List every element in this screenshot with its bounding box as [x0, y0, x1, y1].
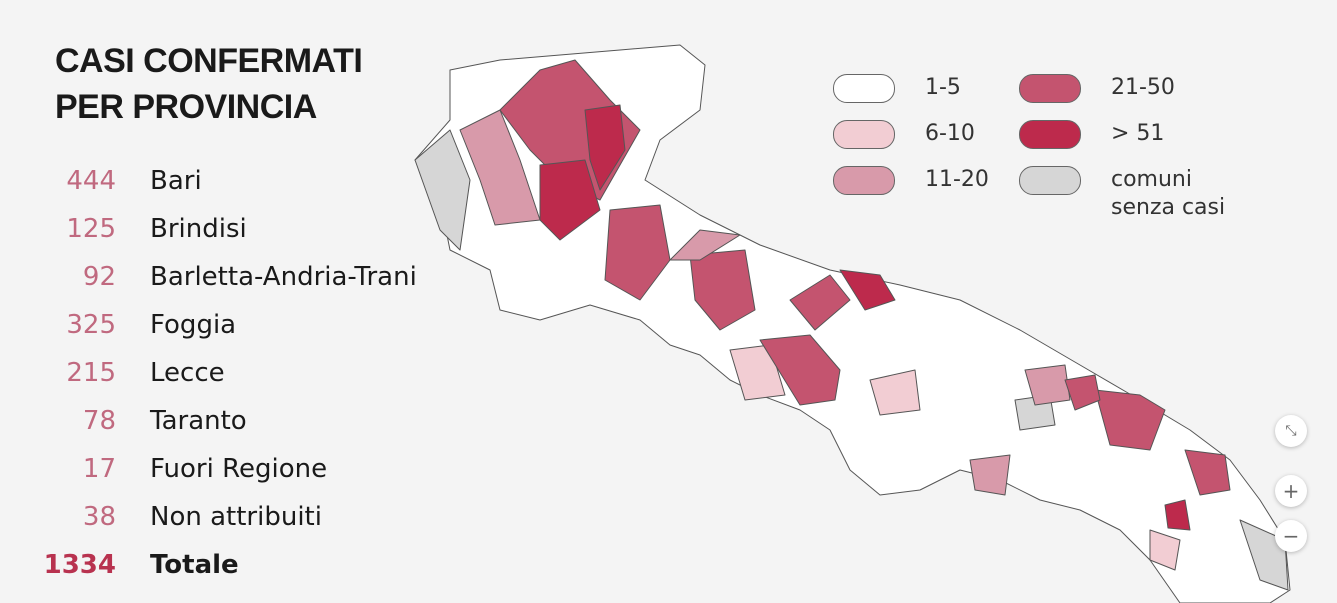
- title: CASI CONFERMATI PER PROVINCIA: [55, 42, 363, 126]
- legend-item: > 51: [1019, 120, 1241, 149]
- area-mid: [969, 454, 1011, 496]
- case-count: 92: [82, 262, 116, 292]
- area-high: [1064, 374, 1101, 411]
- province-row: 215 Lecce: [40, 353, 225, 393]
- zoom-out-button[interactable]: −: [1275, 520, 1307, 552]
- area-mid: [1024, 364, 1071, 406]
- legend-label: 6-10: [925, 121, 975, 146]
- province-name: Totale: [150, 550, 239, 580]
- area-grey: [414, 129, 471, 251]
- legend-swatch: [1019, 166, 1081, 195]
- area-top: [839, 269, 896, 311]
- province-name: Taranto: [150, 406, 247, 436]
- legend-label: 21-50: [1111, 75, 1175, 100]
- province-name: Bari: [150, 166, 202, 196]
- province-row: 38 Non attribuiti: [40, 497, 322, 537]
- legend-item: 1-5: [833, 74, 1055, 103]
- area-light: [869, 369, 921, 416]
- legend-label: 1-5: [925, 75, 961, 100]
- area-mid: [669, 229, 741, 261]
- province-row: 92 Barletta-Andria-Trani: [40, 257, 417, 297]
- case-count: 1334: [43, 550, 116, 580]
- legend-item: 6-10: [833, 120, 1055, 149]
- province-row: 78 Taranto: [40, 401, 247, 441]
- area-top: [584, 104, 626, 191]
- legend-swatch: [1019, 120, 1081, 149]
- legend-item: 21-50: [1019, 74, 1241, 103]
- province-name: Fuori Regione: [150, 454, 328, 484]
- province-row: 325 Foggia: [40, 305, 236, 345]
- legend-item: comuni senza casi: [1019, 166, 1241, 222]
- area-high: [1184, 449, 1231, 496]
- case-count: 17: [82, 454, 116, 484]
- area-top: [1164, 499, 1191, 531]
- legend-swatch: [1019, 74, 1081, 103]
- legend-swatch: [833, 74, 895, 103]
- legend-label: > 51: [1111, 121, 1165, 146]
- area-high: [789, 274, 851, 331]
- area-light: [1149, 529, 1181, 571]
- case-count: 325: [66, 310, 116, 340]
- case-count: 444: [66, 166, 116, 196]
- province-name: Brindisi: [150, 214, 247, 244]
- province-name: Barletta-Andria-Trani: [150, 262, 417, 292]
- legend-label: 11-20: [925, 167, 989, 192]
- legend-swatch: [833, 166, 895, 195]
- area-high: [1094, 389, 1166, 451]
- case-count: 78: [82, 406, 116, 436]
- legend-swatch: [833, 120, 895, 149]
- province-row: 17 Fuori Regione: [40, 449, 327, 489]
- legend-item: 11-20: [833, 166, 1055, 195]
- area-high: [759, 334, 841, 406]
- area-top: [539, 159, 601, 241]
- case-count: 125: [66, 214, 116, 244]
- province-name: Non attribuiti: [150, 502, 322, 532]
- case-count: 215: [66, 358, 116, 388]
- fullscreen-button[interactable]: ⤡: [1275, 415, 1307, 447]
- province-row: 444 Bari: [40, 161, 202, 201]
- province-row: 1334 Totale: [40, 545, 239, 585]
- province-row: 125 Brindisi: [40, 209, 247, 249]
- province-name: Foggia: [150, 310, 237, 340]
- area-high: [604, 204, 671, 301]
- province-name: Lecce: [150, 358, 225, 388]
- legend-label: comuni senza casi: [1111, 167, 1226, 220]
- case-count: 38: [82, 502, 116, 532]
- area-high: [689, 249, 756, 331]
- zoom-in-button[interactable]: +: [1275, 475, 1307, 507]
